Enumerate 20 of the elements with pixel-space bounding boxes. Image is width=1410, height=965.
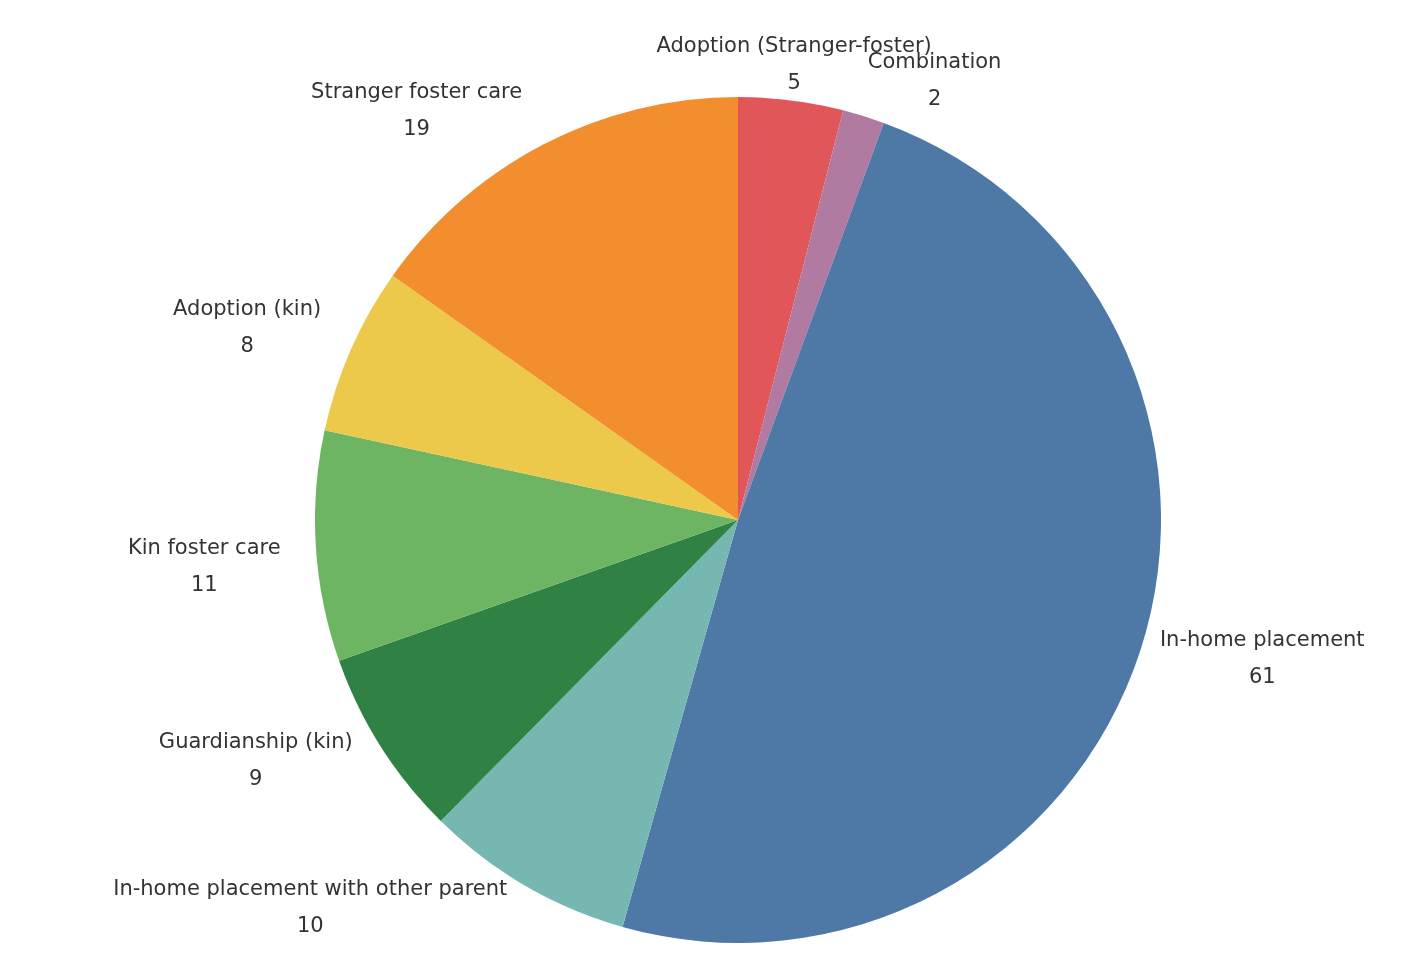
data-label: 19 (403, 116, 430, 141)
slice-label: In-home placement (1159, 627, 1365, 652)
data-label: 61 (1248, 664, 1276, 689)
data-label: 8 (240, 333, 254, 358)
slice-label: Guardianship (kin) (158, 729, 353, 754)
slice-label: Adoption (kin) (173, 296, 322, 321)
pie-slice (738, 97, 844, 520)
data-label: 5 (787, 69, 801, 94)
pie-slice (324, 275, 738, 520)
pie-slice (622, 122, 1161, 943)
data-label: 2 (927, 86, 942, 111)
slice-label: Stranger foster care (311, 79, 523, 104)
slice-label: In-home placement with other parent (113, 876, 508, 901)
pie-slice (315, 430, 738, 661)
data-label: 11 (190, 572, 218, 597)
data-label: 9 (249, 766, 263, 791)
pie-slice (440, 520, 738, 927)
data-label: 10 (296, 913, 324, 938)
pie-slice (738, 110, 884, 520)
slice-label: Kin foster care (127, 535, 281, 560)
